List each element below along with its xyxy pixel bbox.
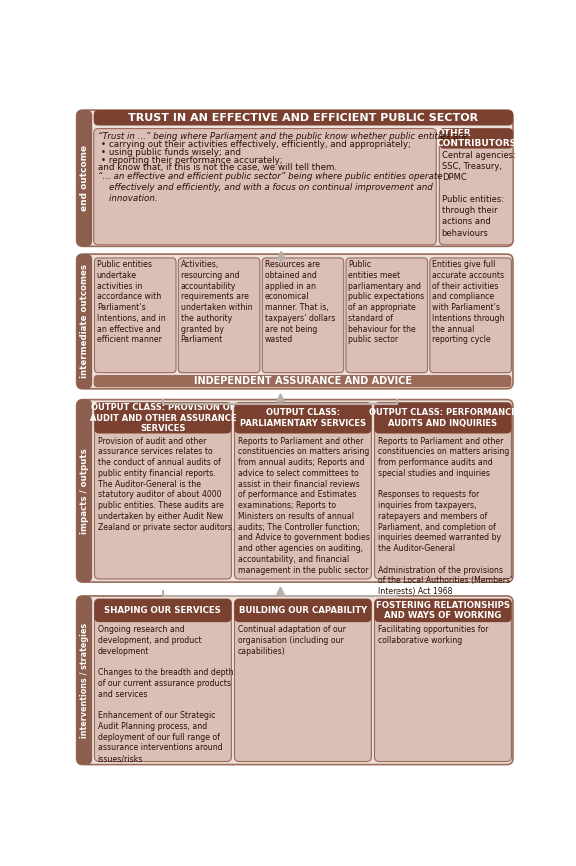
FancyBboxPatch shape [94,128,436,245]
FancyBboxPatch shape [94,375,511,387]
FancyBboxPatch shape [77,596,92,765]
FancyBboxPatch shape [439,128,513,245]
FancyBboxPatch shape [374,403,511,579]
Text: Reports to Parliament and other
constituencies on matters arising
from performan: Reports to Parliament and other constitu… [378,436,512,596]
Text: end outcome: end outcome [80,145,89,211]
Text: Resources are
obtained and
applied in an
economical
manner. That is,
taxpayers’ : Resources are obtained and applied in an… [264,260,335,345]
Text: Public
entities meet
parliamentary and
public expectations
of an appropriate
sta: Public entities meet parliamentary and p… [348,260,425,345]
FancyBboxPatch shape [77,254,92,389]
Text: OTHER
CONTRIBUTORS: OTHER CONTRIBUTORS [436,129,516,148]
FancyBboxPatch shape [94,110,513,126]
Text: Provision of audit and other
assurance services relates to
the conduct of annual: Provision of audit and other assurance s… [97,436,234,532]
FancyBboxPatch shape [77,110,513,246]
FancyBboxPatch shape [94,599,232,761]
Text: Central agencies:
SSC, Treasury,
DPMC

Public entities:
through their
actions an: Central agencies: SSC, Treasury, DPMC Pu… [442,151,516,237]
Text: Reports to Parliament and other
constituencies on matters arising
from annual au: Reports to Parliament and other constitu… [237,436,369,574]
Text: “Trust in ...” being where Parliament and the public know whether public entitie: “Trust in ...” being where Parliament an… [97,132,470,140]
FancyBboxPatch shape [234,403,372,579]
FancyBboxPatch shape [262,258,344,372]
Text: Entities give full
accurate accounts
of their activities
and compliance
with Par: Entities give full accurate accounts of … [432,260,505,345]
Text: intermediate outcomes: intermediate outcomes [80,264,89,378]
FancyBboxPatch shape [234,599,372,761]
Text: interventions / strategies: interventions / strategies [80,623,89,738]
Text: • reporting their performance accurately;: • reporting their performance accurately… [101,156,282,165]
FancyBboxPatch shape [77,110,92,246]
Text: Public entities
undertake
activities in
accordance with
Parliament’s
Intentions,: Public entities undertake activities in … [97,260,165,345]
FancyBboxPatch shape [234,599,372,622]
Text: Activities,
resourcing and
accountability
requirements are
undertaken within
the: Activities, resourcing and accountabilit… [181,260,252,345]
Text: OUTPUT CLASS: PROVISION OF
AUDIT AND OTHER ASSURANCE
SERVICES: OUTPUT CLASS: PROVISION OF AUDIT AND OTH… [90,404,236,433]
Text: and know that, if this is not the case, we will tell them.: and know that, if this is not the case, … [97,163,336,172]
Text: “... an effective and efficient public sector” being where public entities opera: “... an effective and efficient public s… [97,171,442,203]
FancyBboxPatch shape [439,128,513,149]
Text: OUTPUT CLASS: PERFORMANCE
AUDITS AND INQUIRIES: OUTPUT CLASS: PERFORMANCE AUDITS AND INQ… [369,409,517,428]
FancyBboxPatch shape [374,599,511,622]
FancyBboxPatch shape [234,403,372,434]
FancyBboxPatch shape [374,403,511,434]
Text: SHAPING OUR SERVICES: SHAPING OUR SERVICES [104,606,221,615]
FancyBboxPatch shape [430,258,511,372]
FancyBboxPatch shape [94,403,232,579]
FancyBboxPatch shape [94,258,176,372]
Text: INDEPENDENT ASSURANCE AND ADVICE: INDEPENDENT ASSURANCE AND ADVICE [194,376,412,386]
Text: Ongoing research and
development, and product
development

Changes to the breadt: Ongoing research and development, and pr… [97,625,233,763]
Text: TRUST IN AN EFFECTIVE AND EFFICIENT PUBLIC SECTOR: TRUST IN AN EFFECTIVE AND EFFICIENT PUBL… [128,113,479,123]
Text: Facilitating opportunities for
collaborative working: Facilitating opportunities for collabora… [378,625,488,645]
FancyBboxPatch shape [77,254,513,389]
Text: BUILDING OUR CAPABILITY: BUILDING OUR CAPABILITY [239,606,367,615]
FancyBboxPatch shape [77,596,513,765]
Text: • using public funds wisely; and: • using public funds wisely; and [101,148,241,157]
FancyBboxPatch shape [179,258,260,372]
FancyBboxPatch shape [77,399,513,582]
Text: FOSTERING RELATIONSHIPS
AND WAYS OF WORKING: FOSTERING RELATIONSHIPS AND WAYS OF WORK… [376,601,510,620]
FancyBboxPatch shape [94,599,232,622]
Text: impacts / outputs: impacts / outputs [80,448,89,533]
FancyBboxPatch shape [374,599,511,761]
FancyBboxPatch shape [77,399,92,582]
Text: OUTPUT CLASS:
PARLIAMENTARY SERVICES: OUTPUT CLASS: PARLIAMENTARY SERVICES [240,409,366,428]
Text: Continual adaptation of our
organisation (including our
capabilities): Continual adaptation of our organisation… [237,625,346,656]
Text: • carrying out their activities effectively, efficiently, and appropriately;: • carrying out their activities effectiv… [101,140,411,149]
FancyBboxPatch shape [94,403,232,434]
FancyBboxPatch shape [346,258,427,372]
